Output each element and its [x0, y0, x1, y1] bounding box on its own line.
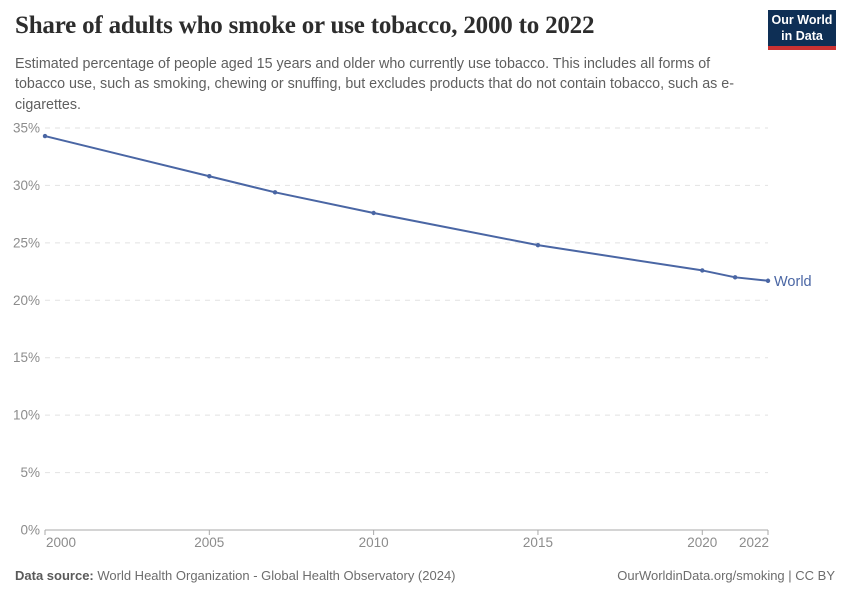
y-axis-tick-label: 10% — [13, 408, 40, 423]
series-line-world[interactable] — [44, 135, 769, 282]
data-point-2005[interactable] — [207, 174, 212, 179]
x-axis-tick-label: 2000 — [46, 535, 76, 550]
data-point-2021[interactable] — [732, 275, 738, 280]
x-axis-tick-label: 2020 — [687, 535, 717, 550]
logo-text-line1: Our World — [771, 12, 833, 27]
data-source-label: Data source: — [15, 568, 94, 583]
owid-logo[interactable]: Our World in Data — [768, 10, 836, 50]
y-axis-tick-label: 15% — [13, 350, 40, 365]
logo-text-line2: in Data — [781, 29, 823, 43]
data-source-note: Data source: World Health Organization -… — [15, 568, 456, 583]
chart-subtitle: Estimated percentage of people aged 15 y… — [15, 56, 734, 113]
x-axis-tick-label: 2015 — [523, 535, 553, 550]
y-axis-tick-label: 30% — [13, 178, 40, 193]
y-axis-tick-label: 25% — [13, 235, 40, 250]
data-point-2000[interactable] — [42, 133, 48, 139]
data-source-text: World Health Organization - Global Healt… — [93, 568, 456, 583]
y-axis-tick-label: 5% — [20, 465, 40, 480]
x-axis-tick-label: 2010 — [359, 535, 389, 550]
y-axis-tick-label: 0% — [20, 523, 40, 538]
chart-title: Share of adults who smoke or use tobacco… — [15, 12, 595, 39]
y-axis-tick-label: 20% — [13, 293, 40, 308]
x-axis-tick-label: 2005 — [194, 535, 224, 550]
data-point-2015[interactable] — [535, 242, 541, 248]
data-point-2007[interactable] — [272, 190, 278, 195]
series-label-world[interactable]: World — [774, 274, 812, 290]
data-point-2022[interactable] — [765, 278, 771, 283]
citation-link[interactable]: OurWorldinData.org/smoking | CC BY — [617, 568, 835, 583]
data-point-2020[interactable] — [700, 268, 705, 273]
data-point-2010[interactable] — [371, 210, 376, 216]
x-axis-tick-label: 2022 — [739, 535, 769, 550]
y-axis-tick-label: 35% — [13, 121, 40, 136]
